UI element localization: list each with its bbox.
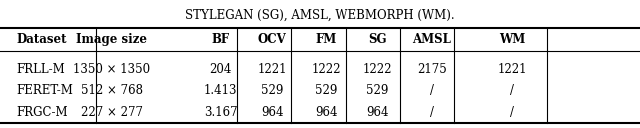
- Text: 227 × 277: 227 × 277: [81, 106, 143, 119]
- Text: 529: 529: [261, 84, 283, 97]
- Text: 964: 964: [315, 106, 338, 119]
- Text: /: /: [510, 84, 514, 97]
- Text: 1222: 1222: [312, 63, 341, 76]
- Text: STYLEGAN (SG), AMSL, WEBMORPH (WM).: STYLEGAN (SG), AMSL, WEBMORPH (WM).: [185, 9, 455, 22]
- Text: 964: 964: [366, 106, 389, 119]
- Text: WM: WM: [499, 33, 525, 46]
- Text: BF: BF: [212, 33, 230, 46]
- Text: FM: FM: [316, 33, 337, 46]
- Text: 529: 529: [316, 84, 337, 97]
- Text: 1.413: 1.413: [204, 84, 237, 97]
- Text: SG: SG: [369, 33, 387, 46]
- Text: 512 × 768: 512 × 768: [81, 84, 143, 97]
- Text: 964: 964: [260, 106, 284, 119]
- Text: FRGC-M: FRGC-M: [16, 106, 68, 119]
- Text: Dataset: Dataset: [16, 33, 67, 46]
- Text: 204: 204: [210, 63, 232, 76]
- Text: 3.167: 3.167: [204, 106, 237, 119]
- Text: 529: 529: [367, 84, 388, 97]
- Text: 1222: 1222: [363, 63, 392, 76]
- Text: 2175: 2175: [417, 63, 447, 76]
- Text: /: /: [430, 106, 434, 119]
- Text: FRLL-M: FRLL-M: [16, 63, 65, 76]
- Text: Image size: Image size: [77, 33, 147, 46]
- Text: AMSL: AMSL: [413, 33, 451, 46]
- Text: 1221: 1221: [257, 63, 287, 76]
- Text: 1221: 1221: [497, 63, 527, 76]
- Text: FERET-M: FERET-M: [16, 84, 73, 97]
- Text: OCV: OCV: [258, 33, 286, 46]
- Text: /: /: [510, 106, 514, 119]
- Text: 1350 × 1350: 1350 × 1350: [74, 63, 150, 76]
- Text: /: /: [430, 84, 434, 97]
